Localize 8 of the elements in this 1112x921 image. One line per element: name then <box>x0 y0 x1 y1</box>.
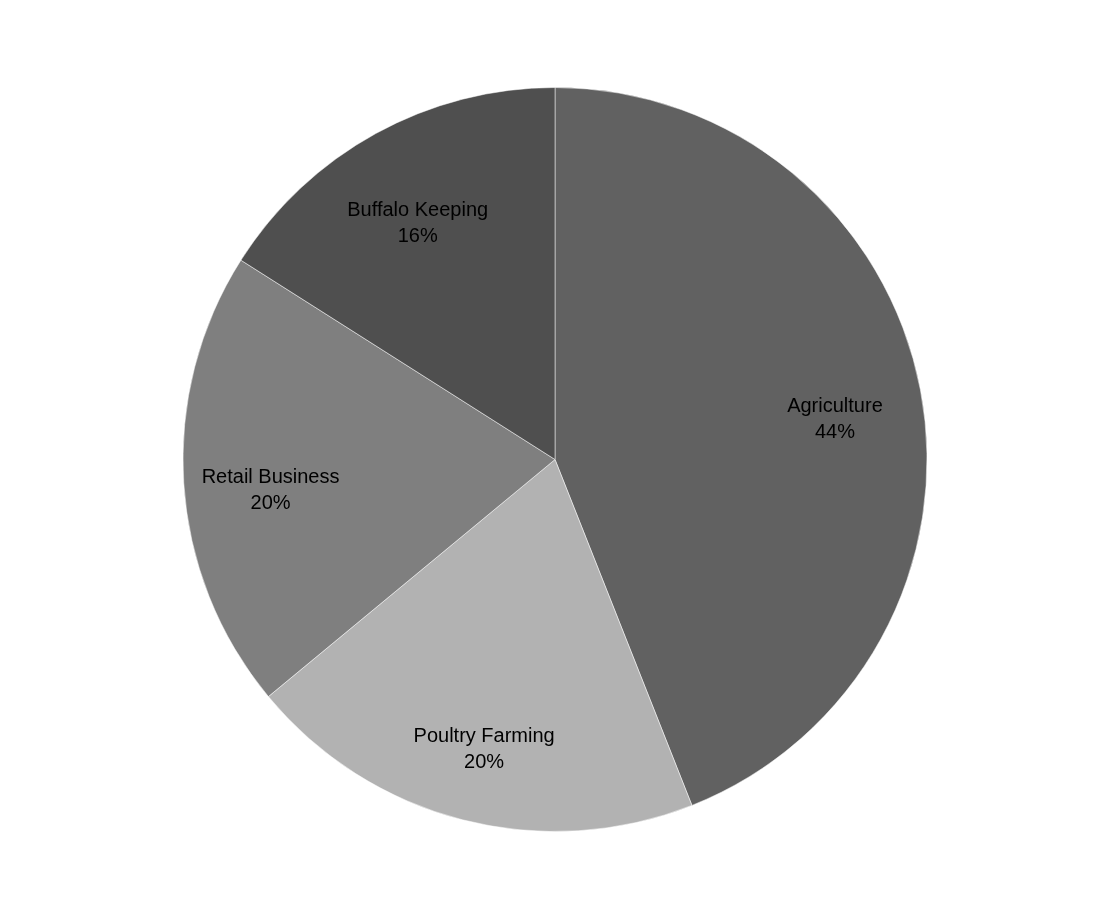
data-label: 44% <box>814 420 856 443</box>
data-label: 20% <box>464 749 505 772</box>
data-label: 20% <box>250 491 291 514</box>
slice-label: Poultry Farming <box>413 723 555 746</box>
slice-label: Retail Business <box>201 465 340 488</box>
slice-label: Agriculture <box>787 394 883 417</box>
data-label: 16% <box>397 223 438 246</box>
slice-label: Buffalo Keeping <box>347 197 489 220</box>
